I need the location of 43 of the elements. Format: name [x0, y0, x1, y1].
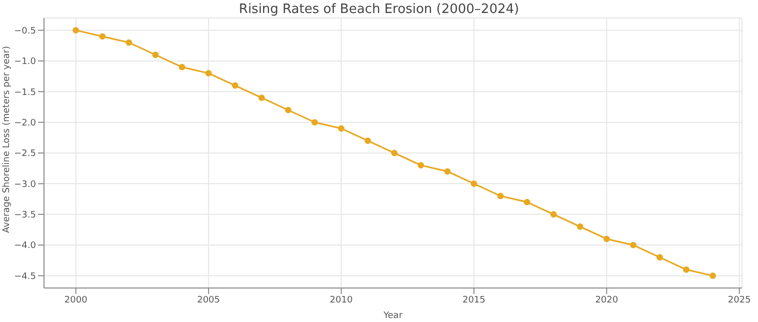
y-tick-label: −1.0 — [14, 57, 36, 68]
point — [418, 162, 424, 168]
y-tick-label: −3.5 — [14, 210, 36, 221]
point — [178, 64, 186, 70]
point — [683, 266, 690, 273]
point — [630, 242, 636, 248]
point — [497, 192, 504, 200]
x-tick-label: 2020 — [595, 295, 618, 306]
y-tick-label: −1.5 — [14, 88, 36, 98]
y-tick-label: −2.0 — [14, 118, 36, 129]
point — [470, 180, 478, 187]
point — [284, 106, 292, 114]
x-tick-label: 2010 — [330, 295, 353, 306]
y-tick-label: −0.5 — [14, 26, 36, 36]
x-tick-label: 2025 — [728, 295, 751, 306]
point — [312, 119, 318, 126]
x-tick-label: 2005 — [197, 295, 220, 306]
point — [524, 198, 530, 206]
y-axis-title: Average Shoreline Loss (meters per year) — [2, 46, 12, 233]
point — [444, 168, 451, 175]
x-tick-label: 2015 — [462, 295, 486, 306]
point — [338, 125, 344, 132]
x-axis-title: Year — [382, 311, 403, 321]
x-tick-label: 2000 — [64, 295, 88, 306]
y-tick-label: −4.0 — [14, 241, 36, 252]
point — [710, 272, 716, 279]
y-tick-label: −3.0 — [14, 180, 36, 190]
point — [550, 211, 557, 218]
point — [576, 223, 584, 230]
point — [205, 70, 212, 76]
y-tick-label: −4.5 — [14, 272, 36, 282]
point — [152, 52, 159, 58]
point — [232, 82, 238, 89]
y-tick-label: −2.5 — [14, 149, 36, 160]
point — [364, 138, 371, 144]
point — [99, 33, 106, 40]
point — [126, 39, 132, 46]
point — [603, 236, 610, 242]
point — [72, 27, 80, 34]
point — [391, 150, 398, 156]
chart-title: Rising Rates of Beach Erosion (2000–2024) — [238, 2, 520, 17]
point — [656, 254, 663, 261]
point — [258, 94, 265, 101]
